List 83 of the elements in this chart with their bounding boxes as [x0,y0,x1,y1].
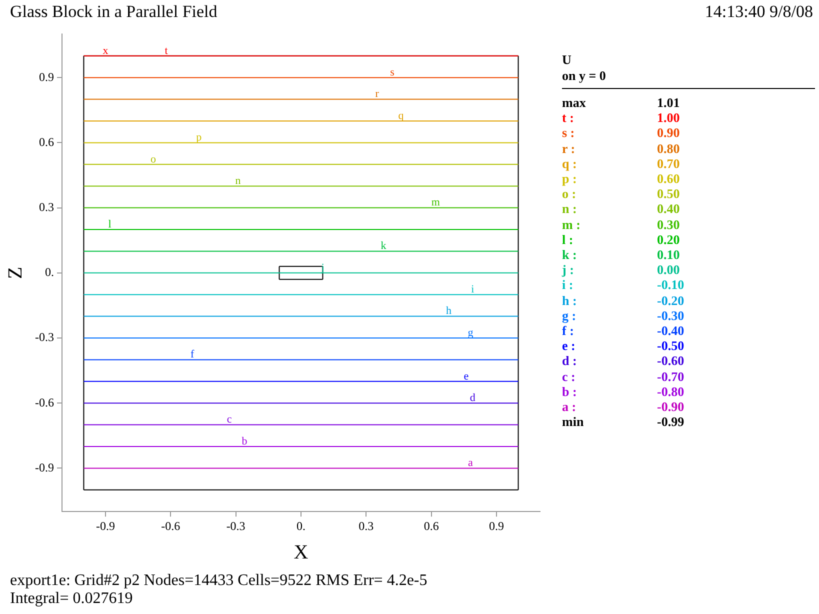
text: 1.00 [657,110,680,126]
y-tick-label: 0.9 [38,70,54,84]
text: o : [562,186,578,202]
text: f : [562,323,575,338]
text: i : [562,277,574,293]
annotation: e [464,370,469,382]
text: 0.60 [657,171,680,186]
annotation: l [108,218,112,230]
text: 0.10 [657,247,680,262]
text: 14:13:40 9/8/08 [704,2,813,22]
annotation: t [164,44,168,57]
annotation: c [226,414,232,426]
text: 0.40 [657,201,680,217]
text: on y = 0 [562,68,606,83]
x-tick-label: -0.3 [226,518,246,533]
text: g : [562,308,578,324]
text: m : [562,216,582,232]
annotation: d [470,392,476,404]
x-tick-label: 0. [296,518,306,533]
text: 0.30 [657,216,680,232]
annotation: x [102,44,109,57]
text: -0.70 [657,368,684,384]
text: -0.50 [657,338,684,354]
x-tick-label: 0.3 [358,518,374,533]
text: -0.20 [657,292,684,308]
text: t : [562,110,575,126]
text: 0.50 [657,186,680,202]
text: r : [562,140,576,156]
text: export1e: Grid#2 p2 Nodes=14433 Cells=9522 RMS Err= 4.2e-5 [10,572,428,589]
y-tick-label: 0. [44,265,54,280]
annotation: s [390,66,394,78]
text: U [562,52,572,67]
annotation: f [190,348,195,361]
y-tick-label: -0.3 [34,330,54,344]
text: -0.10 [657,277,684,293]
text: p : [562,171,578,186]
text: 0.80 [657,140,680,156]
text: 0.00 [657,262,680,278]
text: b : [562,384,578,400]
x-axis-title: X [294,541,309,564]
y-tick-label: 0.6 [38,134,54,149]
text: 1.01 [657,95,680,110]
text: h : [562,292,578,308]
annotation: n [235,174,242,187]
y-tick-label: -0.9 [34,460,54,474]
annotation: k [380,240,387,252]
y-axis-title: Z [4,266,26,280]
text: e : [562,338,576,354]
annotation: o [150,153,156,166]
text: -0.80 [657,384,684,400]
text: d : [562,353,578,369]
annotation: r [375,88,380,100]
text: n : [562,201,578,217]
text: -0.30 [657,308,684,324]
annotation: m [431,196,440,209]
annotation: b [242,435,248,448]
text: k : [562,247,578,262]
x-tick-label: 0.6 [424,518,439,533]
x-tick-label: -0.6 [161,518,180,533]
annotation: a [468,457,474,470]
text: s : [562,125,576,141]
text: min [562,414,585,430]
x-tick-label: 0.9 [489,518,504,533]
text: -0.60 [657,353,684,369]
text: 0.70 [657,156,680,172]
annotation: i [471,283,474,296]
y-tick-label: 0.3 [38,200,54,214]
text: Integral= 0.027619 [10,590,133,607]
y-tick-label: -0.6 [34,395,54,410]
text: q : [562,156,578,172]
text: max [562,95,587,110]
x-tick-label: -0.9 [96,518,115,533]
text: c : [562,368,576,384]
text: -0.40 [657,323,684,338]
text: a : [562,399,578,414]
text: l : [562,232,574,248]
text: 0.20 [657,232,680,248]
text: -0.99 [657,414,684,430]
text: 0.90 [657,125,680,141]
chart-title: Glass Block in a Parallel Field [10,2,218,22]
annotation: h [446,305,452,318]
text: j : [562,262,575,278]
text: -0.90 [657,399,684,414]
